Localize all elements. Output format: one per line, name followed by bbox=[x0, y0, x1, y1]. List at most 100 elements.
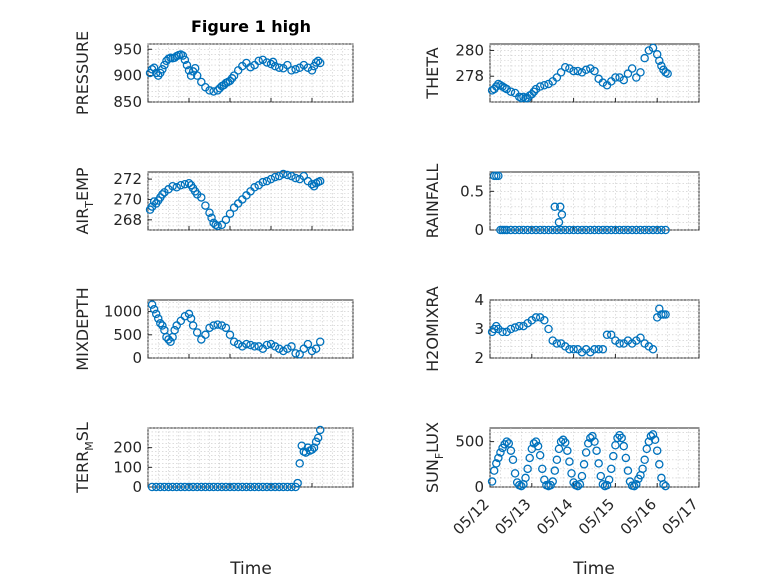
data-point bbox=[291, 65, 300, 74]
data-point bbox=[527, 225, 537, 235]
data-point bbox=[560, 438, 570, 447]
data-point bbox=[287, 171, 296, 181]
y-tick-label: 0 bbox=[474, 478, 484, 496]
data-point bbox=[648, 430, 658, 439]
data-point bbox=[615, 339, 624, 348]
data-point bbox=[197, 193, 206, 202]
data-point bbox=[661, 481, 670, 491]
data-point bbox=[213, 320, 222, 329]
data-point bbox=[575, 480, 585, 489]
data-point bbox=[201, 330, 210, 340]
data-point bbox=[250, 183, 259, 192]
data-point bbox=[609, 451, 618, 461]
y-axis-label: H2OMIXRA bbox=[423, 286, 442, 372]
data-point bbox=[201, 482, 210, 492]
y-axis-label: AIRTEMP bbox=[73, 167, 96, 234]
data-point bbox=[627, 225, 637, 235]
data-point bbox=[209, 482, 218, 492]
data-point bbox=[315, 337, 325, 347]
data-point bbox=[225, 209, 235, 218]
data-point bbox=[550, 202, 560, 212]
data-point bbox=[270, 61, 280, 71]
data-point bbox=[307, 445, 317, 454]
data-point bbox=[190, 64, 200, 73]
data-point bbox=[279, 346, 288, 356]
data-point bbox=[262, 58, 272, 67]
data-point bbox=[652, 446, 662, 455]
data-point bbox=[233, 482, 243, 492]
data-point bbox=[606, 330, 616, 340]
y-axis-label: PRESSURE bbox=[73, 31, 92, 115]
data-point bbox=[225, 482, 235, 492]
data-point bbox=[586, 64, 595, 73]
data-point bbox=[661, 68, 670, 77]
data-point bbox=[581, 448, 591, 457]
x-tick-label: 05/13 bbox=[491, 495, 534, 538]
data-point bbox=[636, 333, 645, 342]
data-point bbox=[611, 225, 620, 235]
data-point bbox=[506, 324, 516, 334]
data-point bbox=[283, 60, 292, 70]
data-point bbox=[540, 225, 549, 235]
y-tick-label: 0 bbox=[474, 221, 484, 239]
y-tick-label: 100 bbox=[113, 458, 142, 476]
h2omixra-panel: 2 3 4 H2OMIXRA bbox=[423, 286, 700, 372]
data-point bbox=[535, 82, 545, 91]
y-axis-label: MIXDEPTH bbox=[73, 287, 92, 370]
data-point bbox=[188, 321, 198, 330]
data-point bbox=[550, 466, 560, 475]
data-point bbox=[544, 79, 553, 89]
data-point bbox=[556, 437, 566, 446]
y-tick-label: 4 bbox=[474, 291, 484, 309]
data-point bbox=[201, 201, 210, 210]
data-point bbox=[229, 71, 239, 80]
data-point bbox=[565, 225, 574, 235]
data-point bbox=[506, 225, 516, 235]
data-point bbox=[567, 469, 576, 478]
data-point bbox=[606, 464, 616, 474]
data-point bbox=[270, 172, 280, 182]
data-point bbox=[648, 43, 658, 53]
data-point bbox=[225, 330, 235, 340]
y-tick-label: 1000 bbox=[104, 303, 142, 321]
data-point bbox=[640, 53, 649, 63]
x-tick-label: 05/12 bbox=[450, 495, 493, 538]
data-point bbox=[531, 437, 541, 446]
data-point bbox=[254, 482, 263, 492]
data-point bbox=[598, 78, 608, 87]
y-tick-label: 850 bbox=[113, 93, 142, 111]
data-point bbox=[602, 480, 612, 490]
data-point bbox=[598, 480, 608, 489]
data-point bbox=[623, 466, 633, 475]
data-point bbox=[548, 225, 557, 235]
data-point bbox=[535, 450, 545, 460]
data-point bbox=[519, 225, 528, 235]
data-point bbox=[596, 471, 606, 481]
x-tick-label: 05/14 bbox=[533, 495, 576, 538]
y-tick-label: 0 bbox=[132, 349, 142, 367]
y-axis-label: SUNFLUX bbox=[423, 422, 446, 493]
data-point bbox=[153, 71, 163, 80]
data-point bbox=[552, 73, 562, 82]
data-point bbox=[586, 225, 595, 235]
data-point bbox=[619, 225, 629, 235]
data-point bbox=[180, 55, 190, 65]
data-point bbox=[557, 210, 567, 219]
data-point bbox=[158, 321, 167, 330]
data-point bbox=[563, 446, 572, 455]
data-point bbox=[221, 323, 231, 333]
data-point bbox=[166, 337, 175, 347]
data-point bbox=[205, 482, 214, 492]
data-point bbox=[661, 310, 670, 319]
data-point bbox=[556, 68, 566, 77]
data-point bbox=[266, 174, 276, 184]
data-point bbox=[590, 345, 599, 354]
data-point bbox=[225, 76, 235, 86]
data-point bbox=[531, 225, 541, 235]
data-point bbox=[151, 68, 161, 78]
data-point bbox=[153, 314, 163, 323]
data-point bbox=[577, 225, 587, 235]
data-point bbox=[217, 220, 227, 230]
data-point bbox=[268, 57, 278, 67]
